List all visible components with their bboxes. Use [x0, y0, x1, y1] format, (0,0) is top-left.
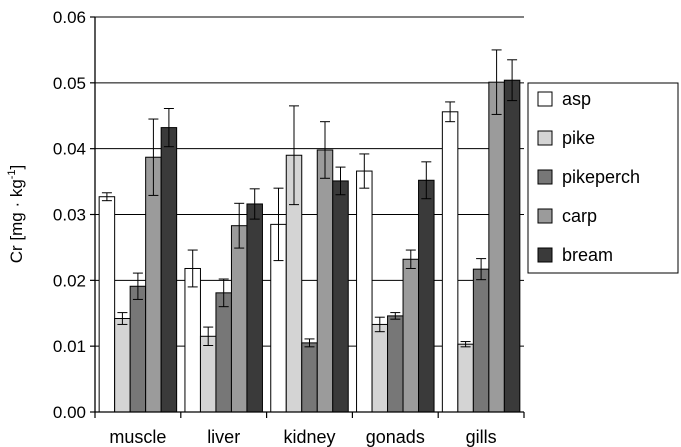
y-tick-label: 0.01	[53, 337, 86, 356]
y-axis-label-end: ]	[7, 165, 26, 170]
bar-pike-gills	[457, 343, 474, 413]
bar-pikeperch-gonads	[387, 315, 404, 413]
legend-label-pike: pike	[562, 128, 595, 148]
legend-label-bream: bream	[562, 245, 613, 265]
bar-pike-gonads	[371, 323, 389, 413]
bar-carp-gills	[488, 81, 505, 413]
x-tick-label: liver	[207, 427, 240, 447]
legend-swatch-bream	[537, 247, 553, 263]
x-tick-label: gonads	[366, 427, 425, 447]
bar-pikeperch-muscle	[129, 285, 147, 413]
bar-bream-liver	[246, 203, 263, 413]
bars	[98, 79, 521, 413]
bar-pike-liver	[199, 335, 217, 413]
bar-bream-gills	[503, 79, 521, 413]
bar-pikeperch-liver	[215, 292, 232, 413]
y-axis-label-main: Cr [mg · kg	[7, 179, 26, 263]
x-ticks: muscle liver kidney gonads gills	[94, 412, 525, 447]
legend-swatch-carp	[537, 208, 553, 224]
x-tick-label: gills	[466, 427, 497, 447]
legend-label-asp: asp	[562, 89, 591, 109]
legend-label-carp: carp	[562, 206, 597, 226]
y-tick-label: 0.04	[53, 140, 86, 159]
bar-bream-muscle	[160, 127, 178, 413]
x-tick-label: muscle	[109, 427, 166, 447]
legend-label-pikeperch: pikeperch	[562, 167, 640, 187]
y-tick-label: 0.05	[53, 74, 86, 93]
bar-asp-gills	[441, 111, 459, 413]
bar-pike-muscle	[114, 318, 131, 413]
y-axis-label-sup: -1	[6, 169, 18, 179]
y-tick-label: 0.00	[53, 403, 86, 422]
legend-swatch-pike	[537, 130, 553, 146]
bar-bream-kidney	[332, 180, 349, 413]
x-tick-label: kidney	[283, 427, 335, 447]
bar-bream-gonads	[418, 179, 435, 413]
y-tick-label: 0.03	[53, 206, 86, 225]
legend: asp pike pikeperch carp bream	[527, 82, 679, 274]
legend-box	[527, 82, 679, 274]
bar-carp-gonads	[402, 258, 420, 413]
y-axis-label: Cr [mg · kg-1]	[6, 165, 26, 264]
legend-swatch-pikeperch	[537, 169, 553, 185]
y-tick-label: 0.02	[53, 271, 86, 290]
error-bars	[101, 49, 518, 348]
bar-pikeperch-kidney	[301, 342, 318, 413]
y-tick-label: 0.06	[53, 8, 86, 27]
bar-carp-kidney	[316, 149, 334, 413]
bar-pikeperch-gills	[472, 268, 490, 413]
bar-carp-liver	[230, 225, 248, 413]
bar-asp-muscle	[98, 196, 116, 413]
legend-swatch-asp	[537, 91, 553, 107]
y-ticks: 0.00 0.01 0.02 0.03 0.04 0.05 0.06	[53, 8, 95, 422]
bar-asp-liver	[184, 267, 201, 413]
bar-asp-gonads	[356, 170, 373, 413]
